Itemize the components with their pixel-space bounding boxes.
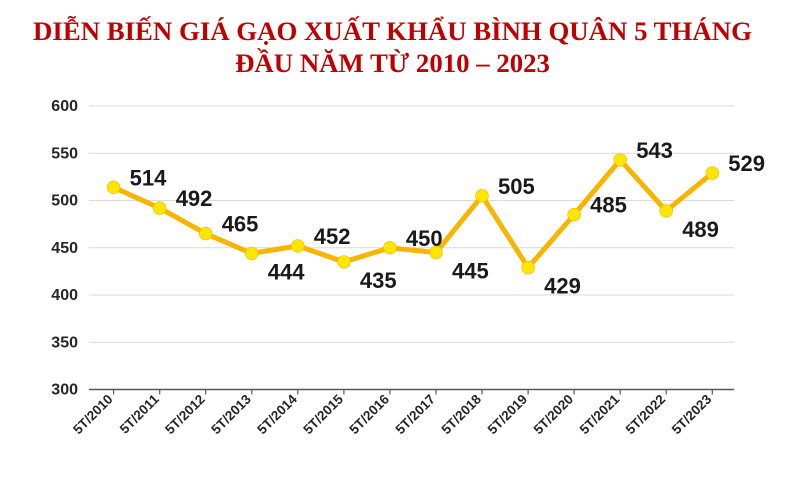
svg-text:489: 489	[682, 217, 719, 242]
svg-text:485: 485	[590, 193, 627, 218]
svg-text:5T/2020: 5T/2020	[531, 392, 577, 438]
svg-text:450: 450	[406, 226, 443, 251]
svg-text:452: 452	[314, 224, 351, 249]
svg-text:492: 492	[176, 186, 213, 211]
svg-text:5T/2019: 5T/2019	[485, 392, 531, 438]
svg-text:300: 300	[51, 382, 78, 399]
svg-text:350: 350	[51, 334, 78, 351]
svg-text:5T/2015: 5T/2015	[300, 391, 346, 437]
svg-text:543: 543	[636, 138, 673, 163]
svg-text:5T/2013: 5T/2013	[208, 391, 254, 437]
svg-text:5T/2022: 5T/2022	[623, 392, 669, 438]
svg-text:450: 450	[51, 240, 78, 257]
svg-text:465: 465	[222, 212, 259, 237]
svg-text:444: 444	[268, 259, 305, 284]
svg-text:529: 529	[728, 151, 765, 176]
svg-text:514: 514	[130, 165, 167, 190]
svg-text:500: 500	[51, 193, 78, 210]
svg-text:5T/2023: 5T/2023	[669, 391, 715, 437]
svg-text:600: 600	[51, 98, 78, 115]
svg-text:5T/2021: 5T/2021	[577, 391, 623, 437]
svg-text:5T/2017: 5T/2017	[392, 392, 438, 438]
svg-text:5T/2018: 5T/2018	[438, 391, 484, 437]
svg-text:5T/2016: 5T/2016	[346, 391, 392, 437]
svg-text:5T/2011: 5T/2011	[117, 391, 162, 436]
svg-text:550: 550	[51, 145, 78, 162]
svg-text:505: 505	[498, 174, 535, 199]
svg-text:435: 435	[360, 268, 397, 293]
svg-text:5T/2012: 5T/2012	[162, 392, 208, 438]
svg-text:429: 429	[544, 274, 581, 299]
svg-text:5T/2014: 5T/2014	[254, 391, 300, 437]
svg-text:400: 400	[51, 287, 78, 304]
svg-text:445: 445	[452, 259, 489, 284]
